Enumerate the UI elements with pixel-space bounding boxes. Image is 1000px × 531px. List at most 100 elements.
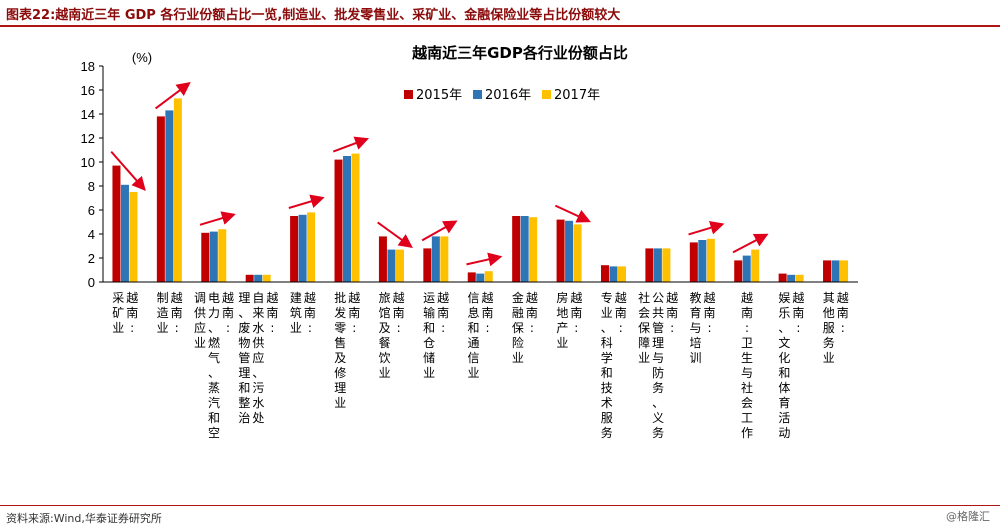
x-category-label: 越南:运输和仓储业 [423,291,449,380]
bar-2015年-0 [112,165,121,282]
header-divider [0,25,1000,27]
x-category-label-line: 越南: [526,291,538,335]
bar-2017年-12 [662,248,671,282]
bar-2017年-15 [795,274,804,282]
x-category-label-line: 越南: [704,291,716,335]
x-category-label: 越南:金融保险业 [512,290,538,365]
bar-2016年-2 [209,231,218,282]
y-tick-label: 18 [81,59,95,74]
legend-swatch-2 [542,90,551,99]
x-category-label-line: 越南: [304,291,316,335]
watermark-logo: @格隆汇 [946,510,990,523]
bar-2016年-9 [520,216,529,282]
x-category-label-line: 越南: [615,291,627,335]
x-category-label-line: 运输和仓储业 [423,291,435,380]
y-tick-label: 4 [88,227,95,242]
trend-arrow-up [199,211,236,226]
legend-label: 2017年 [554,88,600,103]
trend-arrow-up [155,82,191,110]
x-category-label-line: 越南: [171,291,183,335]
x-category-label-line: 调供应业 [194,291,206,350]
x-category-label-line: 电力、燃气、蒸汽和空 [208,291,220,440]
x-category-label: 越南:采矿业 [112,291,138,335]
bar-2017年-10 [573,224,582,282]
x-category-label: 越南:制造业 [157,291,183,335]
x-category-label: 越南:其他服务业 [823,291,849,365]
x-category-label: 越南:卫生与社会工作 [741,291,753,440]
bar-2015年-15 [778,273,787,282]
trend-arrow-down [110,150,146,192]
trend-arrow-down [377,221,413,248]
bar-2015年-12 [645,248,654,282]
bar-series-group [112,98,849,283]
x-category-label-line: 金融保险业 [512,290,524,365]
x-category-label: 越南:娱乐、文化和体育活动 [778,291,804,440]
x-category-label-line: 教育与培训 [690,290,702,365]
bar-2015年-13 [689,242,698,282]
trend-arrow-up [732,233,769,254]
bar-2017年-13 [706,238,715,282]
bar-2016年-6 [387,249,396,282]
x-category-label: 越南:批发零售及修理业 [334,290,360,410]
footer-divider [0,505,1000,506]
bar-2015年-2 [201,232,210,282]
x-category-label: 越南:信息和通信业 [467,291,493,380]
x-category-label: 越南:专业、科学和技术服务 [601,290,627,440]
bar-2017年-8 [484,271,493,282]
bar-2015年-1 [156,116,165,283]
legend-label: 2016年 [485,88,531,103]
trend-arrow-down [554,204,591,223]
trend-arrow-up [466,252,503,267]
legend-label: 2015年 [416,88,462,103]
bar-2017年-3 [262,274,271,282]
bar-2017年-6 [395,249,404,282]
bar-2015年-4 [290,216,299,282]
x-category-label-line: 越南: [348,291,360,335]
bar-2016年-5 [343,156,352,282]
trend-arrow-up [421,220,458,242]
bar-2017年-0 [129,192,138,282]
x-category-label-line: 建筑业 [290,291,302,335]
bar-2017年-5 [351,153,360,282]
bar-2015年-7 [423,248,432,282]
bar-2016年-16 [831,260,840,282]
x-category-label-line: 越南: [666,291,678,335]
y-tick-label: 12 [81,131,95,146]
x-category-label-line: 制造业 [157,291,169,335]
chart-title: 越南近三年GDP各行业份额占比 [411,44,628,62]
bar-2016年-3 [254,274,263,282]
x-category-label-line: 越南: [570,291,582,335]
x-category-label: 越南:房地产业 [556,290,582,350]
x-category-label: 越南:旅馆及餐饮业 [379,291,405,380]
x-category-label-line: 自来水供应、污水处 [252,291,264,425]
bar-2016年-0 [120,184,129,282]
bar-2015年-10 [556,219,565,282]
bar-2016年-1 [165,110,174,283]
legend-swatch-1 [473,90,482,99]
x-category-label: 越南:建筑业 [290,291,316,335]
trend-arrow-up [688,220,725,236]
bar-2016年-10 [565,220,574,282]
bar-2016年-4 [298,214,307,282]
bar-2017年-1 [173,98,182,283]
bar-2015年-8 [467,272,476,282]
y-tick-label: 8 [88,179,95,194]
bar-2016年-15 [787,274,796,282]
x-category-label-line: 越南: [437,291,449,335]
x-category-label-line: 房地产业 [556,290,568,350]
chart-legend: 2015年 2016年 2017年 [404,88,600,103]
y-tick-label: 14 [81,107,95,122]
bar-2017年-9 [529,217,538,282]
bar-2016年-7 [431,236,440,282]
x-category-label-line: 社会保障业 [638,290,650,365]
x-axis: 越南:采矿业越南:制造业越南:电力、燃气、蒸汽和空调供应业越南:自来水供应、污水… [103,281,858,440]
y-tick-label: 0 [88,275,95,290]
trend-arrow-up [288,194,325,209]
source-note: 资料来源:Wind,华泰证券研究所 [6,512,162,525]
bar-2015年-9 [512,216,521,282]
bar-2016年-14 [742,255,751,282]
y-tick-label: 6 [88,203,95,218]
x-category-label-line: 越南: [266,291,278,335]
